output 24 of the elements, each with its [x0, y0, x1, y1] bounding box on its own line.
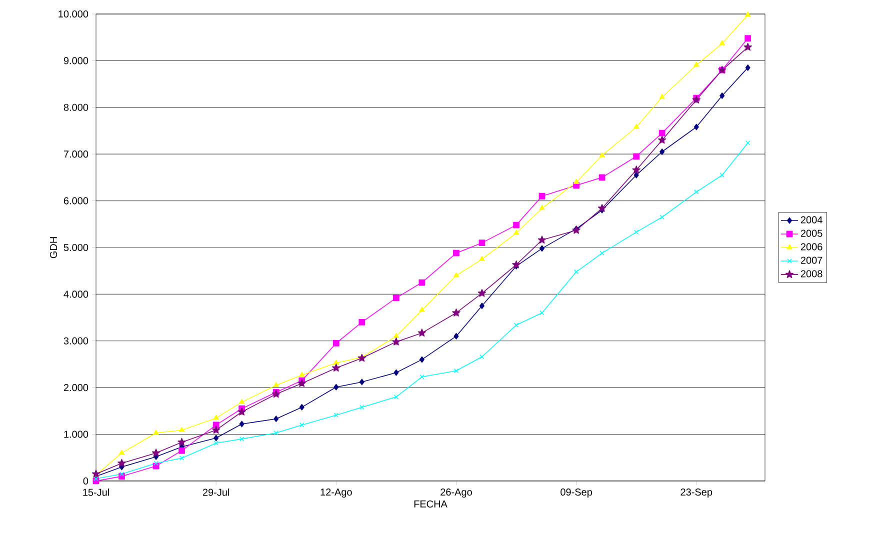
x-tick-label: 12-Ago: [320, 488, 352, 498]
y-tick-label: 8.000: [64, 104, 88, 111]
legend-label: 2005: [800, 230, 822, 237]
y-tick-label: 2.000: [64, 384, 88, 392]
y-tick-label: 5.000: [64, 244, 88, 252]
y-tick-label: 7.000: [64, 150, 88, 158]
legend-label: 2004: [800, 216, 822, 224]
legend-label: 2007: [800, 256, 822, 264]
y-tick-label: 1.000: [64, 430, 88, 438]
y-axis-title: GDH: [50, 237, 58, 258]
x-axis-title: FECHA: [414, 500, 448, 508]
y-tick-label: 0: [83, 477, 88, 485]
x-tick-label: 26-Ago: [440, 488, 472, 498]
y-tick-label: 9.000: [64, 57, 88, 64]
legend-label: 2008: [800, 270, 822, 278]
x-tick-label: 15-Jul: [83, 488, 109, 496]
legend-label: 2006: [800, 243, 822, 250]
y-tick-label: 3.000: [64, 337, 88, 344]
y-tick-label: 6.000: [64, 197, 88, 204]
x-tick-label: 23-Sep: [680, 488, 712, 498]
y-tick-label: 4.000: [64, 290, 88, 298]
y-tick-label: 10.000: [58, 10, 88, 18]
x-tick-label: 29-Jul: [202, 488, 230, 496]
x-tick-label: 09-Sep: [560, 488, 592, 498]
